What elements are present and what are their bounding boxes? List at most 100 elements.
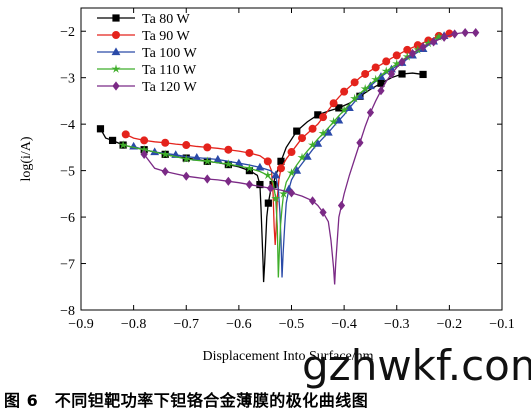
- data-point: [121, 130, 130, 139]
- y-tick-label: −4: [60, 118, 75, 133]
- data-point: [419, 42, 427, 52]
- data-point: [255, 162, 265, 171]
- legend-marker: [111, 47, 121, 56]
- legend-marker: [111, 64, 121, 73]
- x-tick-label: −0.4: [331, 317, 356, 332]
- data-point: [335, 104, 343, 112]
- data-point: [139, 144, 149, 154]
- data-point: [350, 93, 360, 103]
- data-point: [377, 79, 385, 87]
- x-tick-label: −0.1: [489, 317, 514, 332]
- data-point: [298, 134, 307, 143]
- data-point: [337, 200, 346, 211]
- data-point: [181, 154, 191, 163]
- data-point: [382, 57, 391, 66]
- data-point: [224, 145, 233, 154]
- legend: Ta 80 W Ta 90 W Ta 100 W Ta 110 W Ta 120 W: [97, 12, 198, 95]
- data-point: [140, 149, 148, 159]
- data-point: [277, 157, 285, 165]
- series-line: [125, 32, 450, 245]
- data-point: [256, 180, 264, 189]
- series-1: [96, 70, 427, 283]
- data-point: [402, 51, 412, 61]
- data-point: [287, 148, 296, 157]
- x-tick-label: −0.7: [174, 317, 199, 332]
- data-point: [423, 38, 433, 48]
- data-point: [150, 147, 160, 156]
- data-point: [366, 107, 375, 118]
- data-point: [161, 166, 169, 177]
- data-point: [245, 167, 253, 175]
- data-point: [350, 78, 359, 87]
- data-point: [308, 196, 317, 206]
- data-point: [392, 51, 401, 60]
- data-point: [377, 86, 385, 96]
- data-point: [429, 37, 438, 47]
- data-point: [398, 57, 406, 67]
- data-point: [366, 81, 375, 90]
- y-tick-label: −8: [60, 304, 75, 319]
- data-point: [182, 171, 190, 181]
- data-point: [307, 140, 318, 149]
- legend-label: Ta 90 W: [142, 29, 191, 44]
- data-point: [339, 105, 349, 115]
- data-point: [329, 99, 338, 108]
- data-point: [371, 63, 380, 72]
- data-point: [440, 32, 448, 42]
- data-point: [361, 69, 370, 78]
- data-point: [263, 170, 273, 180]
- data-point: [266, 183, 275, 193]
- data-point: [398, 70, 406, 78]
- data-point: [271, 193, 281, 203]
- data-point: [287, 188, 296, 198]
- data-point: [323, 127, 333, 136]
- data-point: [434, 32, 444, 41]
- data-point: [213, 154, 223, 163]
- data-point: [308, 124, 317, 133]
- data-point: [244, 163, 254, 173]
- figure-caption: 图 6 不同钽靶功率下钽铬合金薄膜的极化曲线图: [4, 391, 369, 410]
- data-point: [340, 87, 349, 96]
- data-point: [202, 156, 212, 166]
- data-point: [108, 136, 117, 145]
- data-point: [408, 48, 417, 59]
- data-point: [161, 138, 170, 147]
- data-point: [182, 141, 191, 150]
- data-point: [302, 152, 312, 160]
- legend-label: Ta 80 W: [142, 12, 191, 27]
- x-axis-label: Displacement Into Surface/nm: [202, 349, 373, 364]
- data-point: [329, 117, 339, 126]
- data-point: [224, 176, 232, 186]
- data-point: [96, 125, 105, 133]
- data-point: [356, 138, 364, 148]
- data-point: [140, 136, 149, 145]
- legend-label: Ta 110 W: [142, 63, 197, 78]
- tick-labels: −0.9 −0.8 −0.7 −0.6 −0.5 −0.4 −0.3 −0.2 −0.1 −8 −7…: [60, 8, 515, 332]
- series-layer: [96, 28, 480, 285]
- data-point: [319, 207, 327, 218]
- data-point: [203, 143, 212, 152]
- data-point: [279, 189, 289, 198]
- y-tick-label: −7: [60, 258, 75, 273]
- data-point: [223, 159, 233, 168]
- data-point: [472, 28, 480, 38]
- data-point: [160, 149, 170, 159]
- x-tick-label: −0.5: [279, 317, 304, 332]
- data-point: [286, 168, 297, 177]
- legend-label: Ta 120 W: [142, 80, 198, 95]
- legend-marker: [112, 31, 120, 39]
- series-5: [140, 28, 480, 285]
- data-point: [314, 111, 322, 119]
- legend-label: Ta 100 W: [142, 46, 198, 61]
- y-axis-label: log(i/A): [19, 136, 34, 181]
- data-point: [451, 29, 459, 39]
- y-tick-label: −6: [60, 211, 75, 226]
- x-tick-label: −0.8: [121, 317, 146, 332]
- y-tick-label: −5: [60, 165, 75, 180]
- data-point: [403, 45, 412, 54]
- data-point: [192, 153, 202, 161]
- x-tick-label: −0.6: [226, 317, 251, 332]
- y-tick-label: −2: [60, 25, 75, 40]
- data-point: [118, 140, 128, 149]
- x-tick-label: −0.3: [384, 317, 409, 332]
